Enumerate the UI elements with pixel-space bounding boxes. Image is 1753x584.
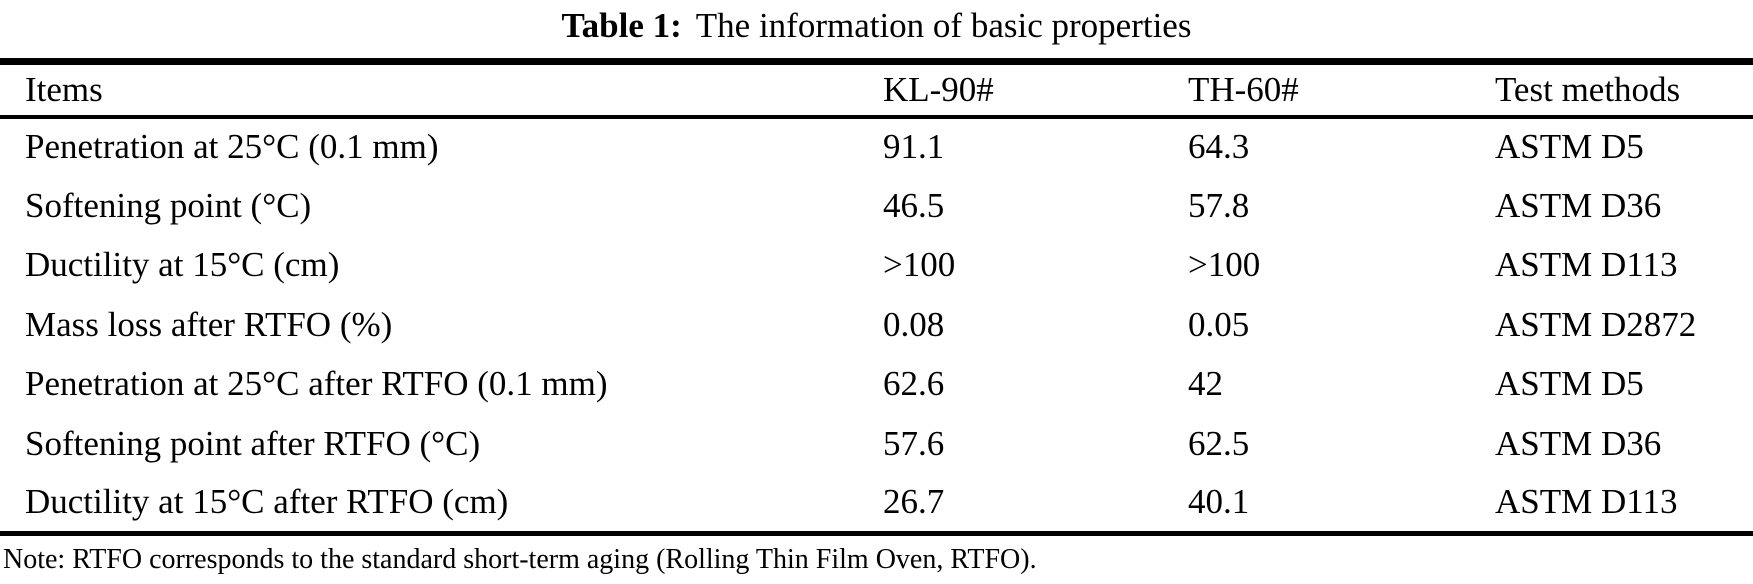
basic-properties-table: Items KL-90# TH-60# Test methods Penetra… <box>0 58 1753 536</box>
table-footnote: Note: RTFO corresponds to the standard s… <box>3 543 1037 575</box>
method-cell: ASTM D2872 <box>1495 304 1697 344</box>
kl90-cell: 46.5 <box>883 185 945 225</box>
kl90-cell: 57.6 <box>883 423 945 463</box>
th60-cell: 40.1 <box>1188 482 1250 521</box>
th60-cell: 62.5 <box>1188 423 1250 463</box>
th60-cell: >100 <box>1188 245 1261 285</box>
th60-cell: 57.8 <box>1188 185 1250 225</box>
column-header-th60: TH-60# <box>1188 69 1299 109</box>
item-cell: Penetration at 25°C (0.1 mm) <box>25 127 439 167</box>
kl90-cell: >100 <box>883 245 956 285</box>
th60-cell: 42 <box>1188 364 1223 404</box>
kl90-cell: 0.08 <box>883 304 945 344</box>
table-row: Ductility at 15°C (cm) >100 >100 ASTM D1… <box>0 236 1753 296</box>
method-cell: ASTM D113 <box>1495 245 1678 285</box>
method-cell: ASTM D5 <box>1495 364 1644 404</box>
table-row: Penetration at 25°C after RTFO (0.1 mm) … <box>0 355 1753 415</box>
table-row: Penetration at 25°C (0.1 mm) 91.1 64.3 A… <box>0 117 1753 177</box>
method-cell: ASTM D36 <box>1495 423 1662 463</box>
table-caption-text: The information of basic properties <box>695 6 1192 45</box>
method-cell: ASTM D113 <box>1495 482 1678 521</box>
kl90-cell: 26.7 <box>883 482 945 521</box>
table-row: Softening point (°C) 46.5 57.8 ASTM D36 <box>0 176 1753 236</box>
item-cell: Ductility at 15°C after RTFO (cm) <box>25 482 509 521</box>
table-row: Mass loss after RTFO (%) 0.08 0.05 ASTM … <box>0 295 1753 355</box>
header-row: Items KL-90# TH-60# Test methods <box>0 62 1753 117</box>
method-cell: ASTM D5 <box>1495 127 1644 167</box>
item-cell: Ductility at 15°C (cm) <box>25 245 340 285</box>
table-row: Softening point after RTFO (°C) 57.6 62.… <box>0 414 1753 474</box>
table-caption: Table 1: The information of basic propert… <box>0 0 1753 46</box>
th60-cell: 0.05 <box>1188 304 1250 344</box>
kl90-cell: 91.1 <box>883 127 945 167</box>
item-cell: Softening point after RTFO (°C) <box>25 423 481 463</box>
method-cell: ASTM D36 <box>1495 185 1662 225</box>
th60-cell: 64.3 <box>1188 127 1250 167</box>
table-row: Ductility at 15°C after RTFO (cm) 26.7 4… <box>0 474 1753 534</box>
item-cell: Penetration at 25°C after RTFO (0.1 mm) <box>25 364 608 404</box>
item-cell: Mass loss after RTFO (%) <box>25 304 393 344</box>
column-header-items: Items <box>25 69 103 109</box>
table-caption-label: Table 1: <box>561 6 682 45</box>
kl90-cell: 62.6 <box>883 364 945 404</box>
item-cell: Softening point (°C) <box>25 185 312 225</box>
column-header-test-methods: Test methods <box>1495 69 1681 109</box>
column-header-kl90: KL-90# <box>883 69 994 109</box>
